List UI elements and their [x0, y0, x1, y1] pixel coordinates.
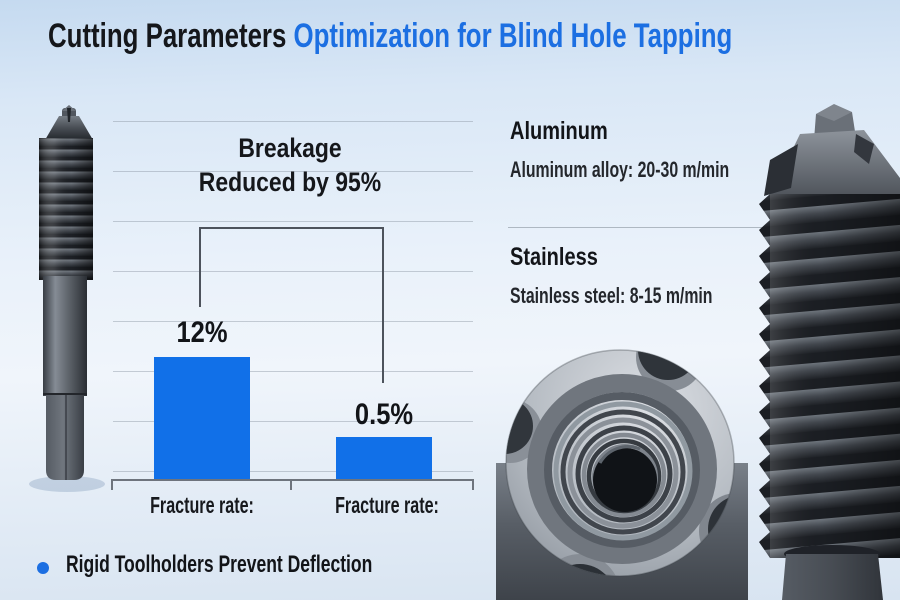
- thread-tap-side-view-figure: [29, 105, 105, 492]
- tap-square-drive: [46, 395, 84, 480]
- blind-hole: [593, 448, 657, 512]
- annotation-bracket-right: [382, 227, 384, 383]
- tap2-shank: [782, 554, 883, 600]
- spec-detail-aluminum: Aluminum alloy: 20-30 m/min: [510, 157, 730, 182]
- tap-shank-edge: [43, 393, 87, 395]
- title-black-part: Cutting Parameters: [48, 17, 294, 55]
- face-rim: [505, 349, 735, 577]
- tap-thread-section: [39, 138, 93, 280]
- tap-shadow: [29, 476, 105, 492]
- chart-title-line1: Breakage: [238, 133, 342, 163]
- bar-value-label-before: 12%: [176, 316, 228, 349]
- tap-square-facet-line: [65, 395, 67, 480]
- footer-note: Rigid Toolholders Prevent Deflection: [66, 551, 373, 578]
- chart-title: Breakage Reduced by 95%: [163, 131, 418, 199]
- annotation-bracket-top: [199, 227, 384, 229]
- tap2-neck-shadow: [784, 545, 880, 563]
- axis-tick-left: [111, 479, 113, 490]
- spec-heading-aluminum: Aluminum: [510, 117, 608, 145]
- bar-fracture-rate-after: [336, 437, 432, 480]
- tap-tip-nub: [62, 108, 76, 120]
- tap-shank: [43, 276, 87, 396]
- tap2-tip-nub: [814, 112, 856, 140]
- tap-tip-facet: [62, 105, 76, 111]
- workpiece-cylinder-side: [496, 463, 748, 600]
- axis-tick-right: [472, 479, 474, 490]
- tap2-flute-cut2: [854, 134, 874, 164]
- tap2-flute-cut: [764, 144, 798, 196]
- tapped-blind-hole-figure: [496, 349, 748, 600]
- bar-value-label-after: 0.5%: [354, 398, 414, 431]
- spec-heading-stainless: Stainless: [510, 243, 598, 271]
- tap-tip-slot: [67, 108, 71, 122]
- axis-tick-center: [290, 479, 292, 490]
- tap-thread-shading: [39, 138, 93, 280]
- tap-tip-cone: [45, 116, 93, 140]
- bar-fracture-rate-before: [154, 357, 250, 480]
- page-title: Cutting Parameters Optimization for Blin…: [48, 17, 732, 56]
- spec-detail-stainless: Stainless steel: 8-15 m/min: [510, 283, 713, 308]
- category-label-after: Fracture rate:: [335, 492, 439, 518]
- tap2-chamfer-cone: [766, 130, 900, 200]
- tap2-thread-shading: [770, 194, 900, 558]
- category-label-before: Fracture rate:: [150, 492, 254, 518]
- workpiece-top-face: [506, 350, 734, 576]
- tap2-thread-section: [759, 194, 900, 558]
- title-blue-part: Optimization for Blind Hole Tapping: [293, 17, 733, 55]
- tap-threads-closeup-figure: [759, 104, 900, 600]
- chart-title-line2: Reduced by 95%: [198, 167, 382, 197]
- bullet-point-icon: [37, 562, 49, 574]
- tap2-tip-facet: [816, 104, 852, 121]
- workpiece-face-details: [506, 350, 734, 576]
- chart-x-axis: [111, 479, 474, 481]
- annotation-bracket-left: [199, 227, 201, 307]
- spec-divider: [508, 227, 805, 228]
